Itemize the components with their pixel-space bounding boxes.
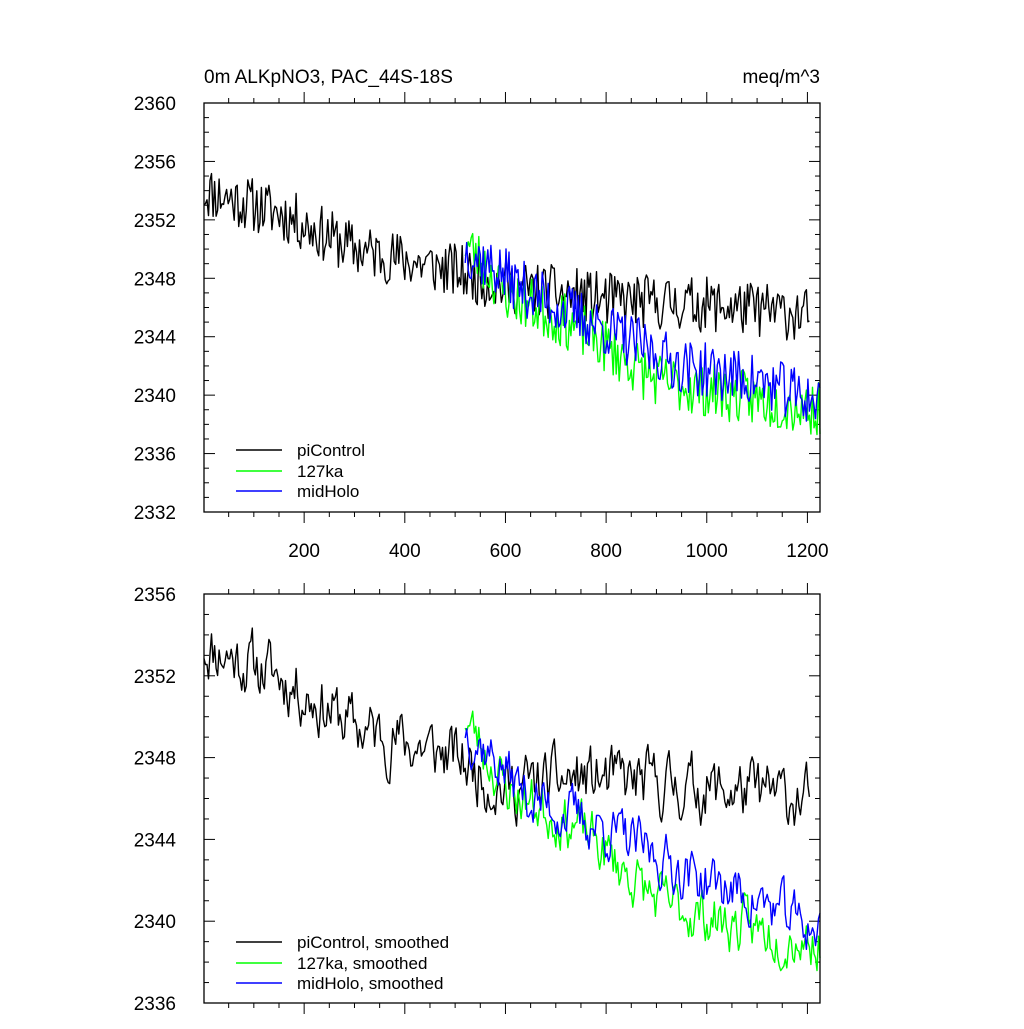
y-tick-label: 2336 bbox=[134, 445, 176, 466]
x-tick-label: 800 bbox=[590, 541, 622, 562]
y-tick-label: 2340 bbox=[134, 912, 176, 933]
x-tick-label: 1200 bbox=[786, 541, 828, 562]
legend-label: piControl bbox=[297, 441, 365, 460]
series-line bbox=[464, 232, 821, 436]
legend: piControl, smoothed 127ka, smoothed midH… bbox=[236, 933, 449, 993]
y-tick-label: 2348 bbox=[134, 749, 176, 770]
plot-frame bbox=[203, 593, 821, 1004]
x-tick-label: 1000 bbox=[686, 541, 728, 562]
y-tick-label: 2348 bbox=[134, 269, 176, 290]
plot-area bbox=[203, 627, 821, 972]
y-tick-label: 2332 bbox=[134, 503, 176, 524]
plot-frame bbox=[203, 102, 821, 513]
legend-item: 127ka bbox=[236, 462, 344, 481]
x-tick-label: 400 bbox=[389, 541, 421, 562]
series-line bbox=[464, 241, 821, 422]
y-tick-label: 2352 bbox=[134, 667, 176, 688]
plot-area bbox=[203, 172, 821, 436]
y-tick-label: 2336 bbox=[134, 994, 176, 1015]
series-line bbox=[464, 710, 821, 972]
y-tick-label: 2344 bbox=[134, 328, 177, 349]
legend: piControl 127ka midHolo bbox=[236, 441, 365, 501]
y-tick-label: 2352 bbox=[134, 211, 176, 232]
legend-label: piControl, smoothed bbox=[297, 933, 449, 952]
x-tick-label: 600 bbox=[490, 541, 522, 562]
legend-label: 127ka bbox=[297, 462, 344, 481]
y-tick-label: 2356 bbox=[134, 152, 176, 173]
y-tick-label: 2344 bbox=[134, 830, 177, 851]
chart-title: 0m ALKpNO3, PAC_44S-18S bbox=[204, 67, 453, 88]
legend-item: midHolo, smoothed bbox=[236, 974, 443, 993]
axis-ticks: 2332 2336 2340 2344 2348 2352 2356 2360 200 400 60… bbox=[134, 92, 829, 562]
y-tick-label: 2360 bbox=[134, 94, 176, 115]
x-tick-label: 200 bbox=[288, 541, 320, 562]
legend-label: midHolo, smoothed bbox=[297, 974, 443, 993]
series-line bbox=[464, 728, 821, 950]
legend-item: piControl, smoothed bbox=[236, 933, 449, 952]
legend-label: 127ka, smoothed bbox=[297, 954, 427, 973]
units-label: meq/m^3 bbox=[742, 67, 820, 88]
legend-item: midHolo bbox=[236, 482, 359, 501]
y-tick-label: 2356 bbox=[134, 585, 176, 606]
top-panel: 0m ALKpNO3, PAC_44S-18S meq/m^3 2332 2336… bbox=[134, 67, 829, 562]
legend-item: piControl bbox=[236, 441, 365, 460]
bottom-panel: 2336 2340 2344 2348 2352 2356 piControl, smoo… bbox=[134, 583, 821, 1015]
y-tick-label: 2340 bbox=[134, 386, 176, 407]
legend-item: 127ka, smoothed bbox=[236, 954, 427, 973]
legend-label: midHolo bbox=[297, 482, 359, 501]
